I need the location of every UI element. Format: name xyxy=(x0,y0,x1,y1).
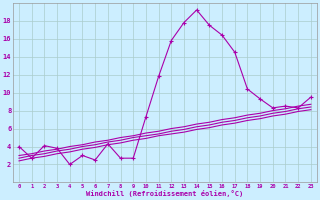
X-axis label: Windchill (Refroidissement éolien,°C): Windchill (Refroidissement éolien,°C) xyxy=(86,190,244,197)
